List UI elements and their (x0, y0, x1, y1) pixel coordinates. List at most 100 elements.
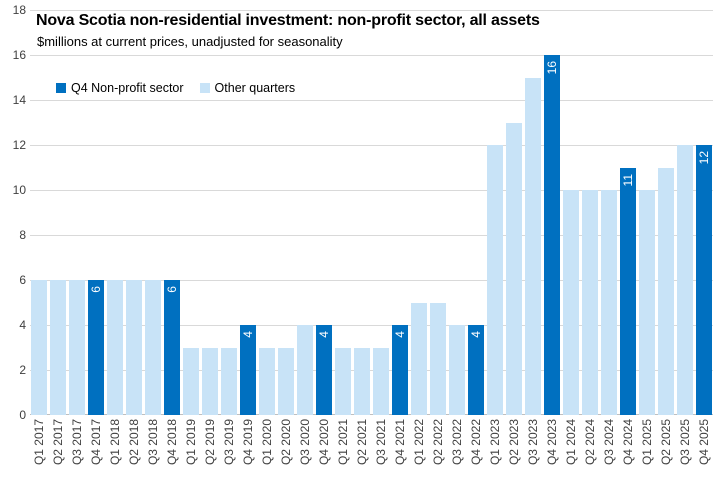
bar-q4-2018: 6 (164, 280, 180, 415)
x-axis-label-cell: Q4 2019 (240, 419, 256, 481)
x-axis-label: Q2 2018 (127, 419, 141, 466)
legend-label: Other quarters (214, 81, 296, 95)
x-axis-label: Q1 2017 (32, 419, 46, 466)
gridline (30, 189, 713, 191)
gridline (30, 9, 713, 11)
bar-q1-2022 (411, 302, 427, 415)
x-axis-label: Q3 2018 (146, 419, 160, 466)
x-axis-label-cell: Q4 2017 (88, 419, 104, 481)
bar-q3-2022 (449, 325, 465, 415)
x-axis-label: Q1 2021 (336, 419, 350, 466)
gridline (30, 99, 713, 101)
x-axis-label-cell: Q2 2023 (506, 419, 522, 481)
bar-value-label: 4 (469, 331, 483, 338)
x-axis: Q1 2017 Q2 2017 Q3 2017 Q4 2017 Q1 2018 Q2 20… (31, 419, 712, 481)
x-axis-label-cell: Q3 2022 (449, 419, 465, 481)
bar-q1-2021 (335, 347, 351, 415)
x-axis-label-cell: Q4 2023 (544, 419, 560, 481)
bar-q3-2021 (373, 347, 389, 415)
x-axis-label: Q4 2025 (697, 419, 711, 466)
x-axis-label-cell: Q1 2021 (335, 419, 351, 481)
gridline (30, 144, 713, 146)
gridline (30, 279, 713, 281)
y-axis-tick-label: 8 (19, 228, 26, 242)
plot-area (30, 9, 713, 415)
x-axis-label: Q1 2018 (108, 419, 122, 466)
y-axis-tick-label: 6 (19, 273, 26, 287)
x-axis-label-cell: Q1 2023 (487, 419, 503, 481)
x-axis-label-cell: Q1 2017 (31, 419, 47, 481)
legend-item-other-quarters: Other quarters (199, 81, 296, 95)
bar-q2-2021 (354, 347, 370, 415)
x-axis-label: Q4 2019 (241, 419, 255, 466)
bar-q4-2021: 4 (392, 325, 408, 415)
x-axis-label: Q4 2018 (165, 419, 179, 466)
legend-swatch-other-icon (199, 83, 210, 93)
x-axis-label: Q1 2024 (564, 419, 578, 466)
x-axis-label: Q3 2017 (70, 419, 84, 466)
bar-q1-2024 (563, 190, 579, 415)
x-axis-label-cell: Q3 2025 (677, 419, 693, 481)
bar-q2-2022 (430, 302, 446, 415)
x-axis-label-cell: Q4 2018 (164, 419, 180, 481)
bar-q3-2019 (221, 347, 237, 415)
x-axis-label: Q4 2024 (621, 419, 635, 466)
x-axis-label: Q4 2022 (469, 419, 483, 466)
bar-q4-2025: 12 (696, 145, 712, 415)
bar-q2-2017 (50, 280, 66, 415)
bar-q4-2023: 16 (544, 55, 560, 415)
bar-q4-2022: 4 (468, 325, 484, 415)
x-axis-label: Q3 2019 (222, 419, 236, 466)
bar-q1-2023 (487, 145, 503, 415)
bar-q1-2017 (31, 280, 47, 415)
x-axis-label: Q4 2021 (393, 419, 407, 466)
legend-swatch-q4-icon (56, 83, 66, 93)
bar-q3-2023 (525, 77, 541, 415)
x-axis-label: Q1 2022 (412, 419, 426, 466)
x-axis-label-cell: Q1 2025 (639, 419, 655, 481)
bar-value-label: 16 (545, 61, 559, 75)
bar-q4-2024: 11 (620, 167, 636, 415)
x-axis-label-cell: Q1 2022 (411, 419, 427, 481)
bar-q4-2017: 6 (88, 280, 104, 415)
y-axis-tick-label: 16 (12, 48, 26, 62)
x-axis-label: Q1 2025 (640, 419, 654, 466)
y-axis-tick-label: 18 (12, 3, 26, 17)
gridline (30, 324, 713, 326)
bar-value-label: 11 (621, 173, 635, 186)
bar-value-label: 4 (393, 331, 407, 338)
x-axis-label-cell: Q4 2022 (468, 419, 484, 481)
x-axis-label: Q2 2017 (51, 419, 65, 466)
x-axis-label: Q3 2025 (678, 419, 692, 466)
x-axis-label-cell: Q2 2018 (126, 419, 142, 481)
x-axis-label-cell: Q2 2017 (50, 419, 66, 481)
y-axis-tick-label: 14 (12, 93, 26, 107)
x-axis-label: Q3 2020 (298, 419, 312, 466)
y-axis-tick-label: 12 (12, 138, 26, 152)
legend-label: Q4 Non-profit sector (71, 81, 184, 95)
x-axis-label: Q2 2021 (355, 419, 369, 466)
bar-q3-2020 (297, 325, 313, 415)
x-axis-label-cell: Q2 2024 (582, 419, 598, 481)
x-axis-label-cell: Q2 2025 (658, 419, 674, 481)
x-axis-label-cell: Q3 2020 (297, 419, 313, 481)
x-axis-label-cell: Q3 2024 (601, 419, 617, 481)
bar-q1-2019 (183, 347, 199, 415)
bar-q3-2024 (601, 190, 617, 415)
x-axis-label: Q2 2022 (431, 419, 445, 466)
bar-q1-2020 (259, 347, 275, 415)
bar-q3-2017 (69, 280, 85, 415)
x-axis-label: Q2 2023 (507, 419, 521, 466)
x-axis-label: Q1 2019 (184, 419, 198, 466)
y-axis-tick-label: 0 (19, 408, 26, 422)
gridline (30, 234, 713, 236)
y-axis-tick-label: 10 (12, 183, 26, 197)
x-axis-label: Q2 2019 (203, 419, 217, 466)
bar-q4-2020: 4 (316, 325, 332, 415)
bar-q2-2018 (126, 280, 142, 415)
bar-value-label: 6 (165, 286, 179, 293)
x-axis-label: Q4 2017 (89, 419, 103, 466)
x-axis-label: Q3 2021 (374, 419, 388, 466)
y-axis-tick-label: 2 (19, 363, 26, 377)
